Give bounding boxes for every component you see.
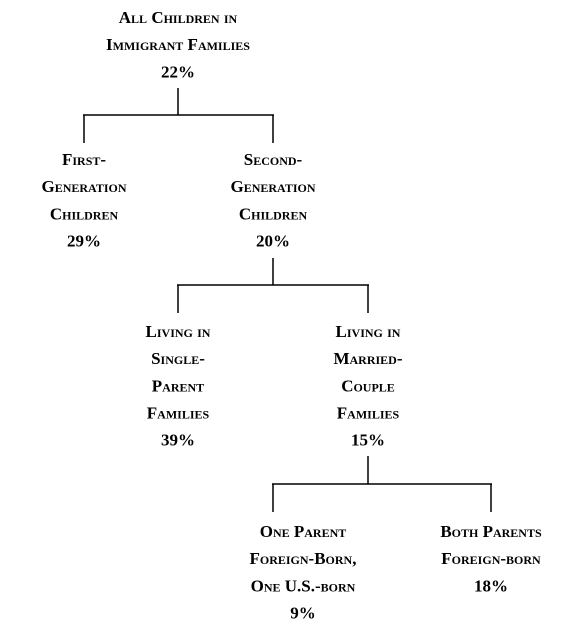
connectors [83,88,492,512]
node-percent: 18% [474,576,508,595]
node-label: Couple [341,376,395,395]
node-percent: 29% [67,232,101,251]
node: Living in Single- Parent Families 39% [146,322,211,450]
node-label: Parent [152,376,204,395]
node-label: Children [239,204,308,223]
node-label: One U.S.-born [251,576,356,595]
node-label: Living in [336,322,401,341]
node: One Parent Foreign-Born, One U.S.-born 9% [250,522,357,623]
node-percent: 22% [161,62,195,81]
node-label: Generation [41,177,126,196]
node-label: First- [62,150,106,169]
node-label: Single- [151,349,205,368]
node: First- Generation Children 29% [41,150,126,251]
node-percent: 20% [256,232,290,251]
node-label: One Parent [260,522,347,541]
node-label: Foreign-Born, [250,549,357,568]
node-label: Foreign-born [441,549,541,568]
node-label: Married- [333,349,402,368]
node-label: Children [50,204,119,223]
node-label: Immigrant Families [106,35,250,54]
node-label: Both Parents [440,522,542,541]
node-label: Generation [230,177,315,196]
node-label: Living in [146,322,211,341]
node: Both Parents Foreign-born 18% [440,522,542,595]
node-label: Second- [244,150,303,169]
node-percent: 39% [161,431,195,450]
node-label: Families [337,404,400,423]
node: Living in Married- Couple Families 15% [333,322,402,450]
node: Second- Generation Children 20% [230,150,315,251]
node-percent: 15% [351,431,385,450]
node: All Children in Immigrant Families 22% [106,8,250,81]
node-label: All Children in [119,8,238,27]
node-label: Families [147,404,210,423]
node-percent: 9% [290,604,316,623]
